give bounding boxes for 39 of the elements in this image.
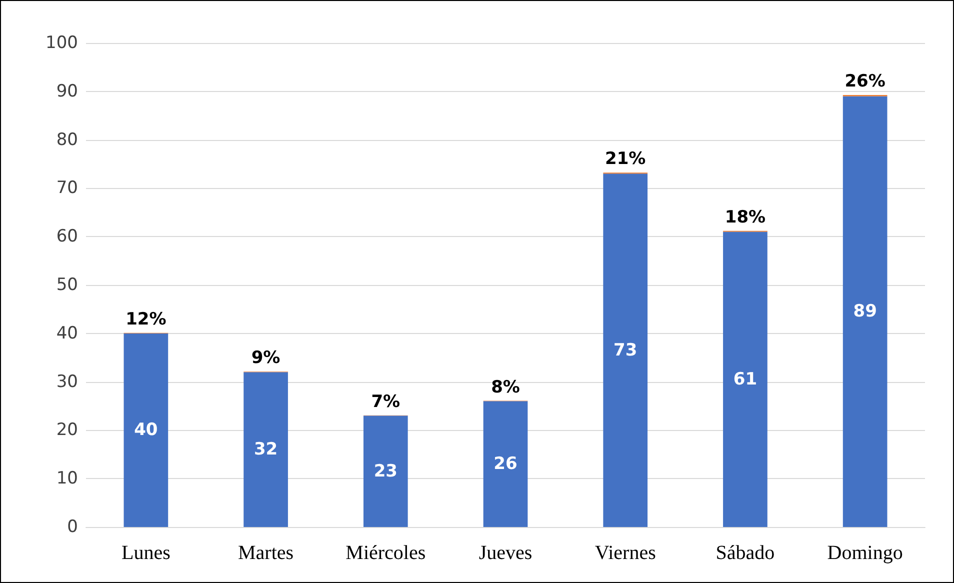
data-label: 18% — [724, 207, 766, 228]
data-label: 26% — [844, 71, 886, 92]
data-label: 89 — [853, 302, 877, 322]
data-label: 23 — [374, 461, 398, 482]
x-tick-label: Martes — [238, 542, 294, 564]
y-tick-label: 0 — [67, 517, 78, 537]
x-tick-label: Sábado — [716, 542, 775, 564]
y-tick-label: 20 — [56, 420, 78, 440]
data-label: 61 — [733, 369, 758, 390]
y-tick-label: 90 — [56, 81, 78, 102]
x-tick-label: Viernes — [594, 542, 656, 564]
data-label: 9% — [251, 348, 280, 368]
bar — [124, 333, 168, 527]
y-tick-label: 70 — [56, 178, 78, 198]
x-tick-label: Jueves — [478, 542, 532, 564]
y-tick-label: 40 — [56, 323, 78, 344]
bar — [483, 401, 528, 527]
data-label: 73 — [614, 340, 638, 360]
data-label: 8% — [491, 377, 520, 398]
data-label: 32 — [254, 440, 278, 460]
data-label: 21% — [605, 149, 646, 170]
x-tick-label: Miércoles — [346, 542, 426, 564]
bar — [363, 416, 408, 527]
data-label: 26 — [494, 454, 518, 474]
y-tick-label: 60 — [56, 226, 78, 247]
x-tick-label: Domingo — [827, 542, 903, 564]
bar — [842, 96, 888, 527]
bar — [244, 372, 288, 527]
data-label: 40 — [134, 420, 158, 440]
y-tick-label: 10 — [56, 468, 78, 489]
data-label: 12% — [126, 309, 166, 330]
bar — [603, 174, 648, 527]
y-tick-label: 100 — [46, 33, 78, 53]
bar — [723, 232, 768, 527]
y-tick-label: 50 — [56, 275, 78, 295]
y-tick-label: 30 — [56, 372, 78, 392]
y-tick-label: 80 — [56, 130, 78, 150]
x-tick-label: Lunes — [121, 542, 171, 564]
data-label: 7% — [371, 392, 400, 412]
